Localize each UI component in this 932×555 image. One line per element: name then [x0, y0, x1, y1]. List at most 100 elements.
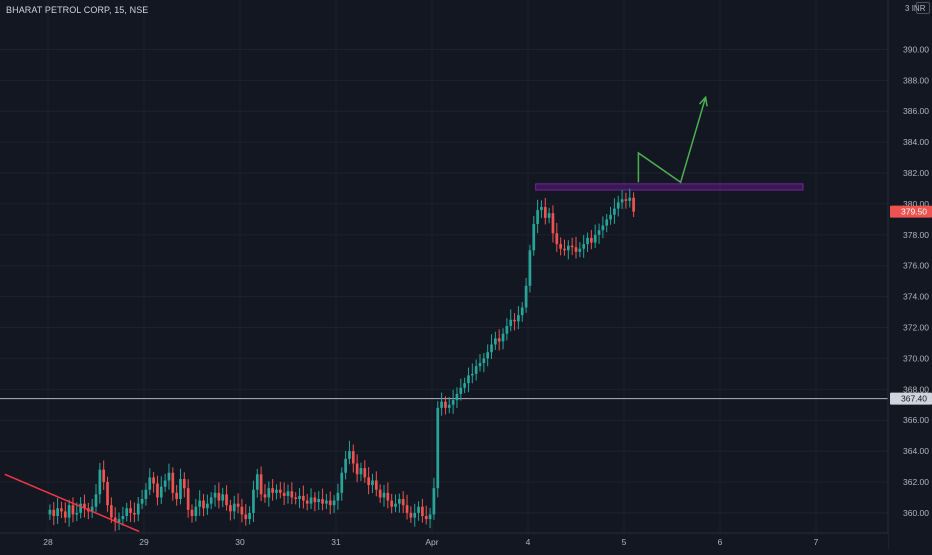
support-price-text: 367.40: [901, 394, 927, 404]
candle: [374, 471, 378, 497]
candle-body: [490, 344, 493, 353]
candle: [244, 504, 248, 526]
candle-body: [355, 463, 359, 475]
time-axis[interactable]: 28 29 30 31 Apr 4 5 6 7: [0, 532, 888, 550]
candle: [140, 489, 144, 510]
candle-body: [543, 207, 547, 218]
candle: [325, 493, 328, 510]
candle: [182, 472, 186, 498]
candle: [217, 482, 221, 509]
price-tick-label: 384.00: [903, 137, 929, 147]
candle: [56, 497, 59, 524]
candle-body: [267, 488, 271, 498]
candle-body: [616, 202, 620, 209]
candle-body: [179, 478, 182, 500]
candle: [179, 468, 182, 505]
resistance-zone[interactable]: [535, 183, 804, 191]
candle-body: [271, 488, 274, 493]
candle-body: [566, 245, 570, 251]
candle-body: [467, 375, 470, 384]
candle: [451, 389, 455, 414]
candle: [509, 309, 513, 332]
trendline[interactable]: [4, 473, 140, 533]
candle: [605, 213, 609, 233]
candle: [371, 473, 374, 493]
price-tick-label: 364.00: [903, 446, 929, 456]
candle-body: [129, 508, 132, 513]
candle-body: [586, 237, 589, 245]
candle: [332, 495, 336, 514]
candle: [467, 367, 470, 393]
candle-body: [536, 210, 539, 225]
candle: [620, 190, 624, 210]
price-tick-label: 390.00: [903, 44, 929, 54]
candle: [198, 490, 202, 516]
candle-body: [317, 499, 321, 503]
candle-body: [513, 319, 516, 322]
candle: [390, 493, 394, 514]
time-axis-bg: [0, 533, 888, 550]
candle-body: [597, 230, 601, 235]
candle-body: [405, 505, 409, 513]
candle-body: [620, 199, 624, 203]
candle: [386, 482, 390, 509]
candle-body: [382, 492, 386, 498]
candle: [505, 318, 509, 341]
candle: [440, 392, 443, 416]
candle-body: [71, 505, 75, 515]
candle: [144, 483, 148, 506]
candle-body: [240, 506, 244, 515]
candle: [148, 468, 152, 496]
candle: [501, 328, 505, 350]
candle-body: [75, 512, 79, 515]
candle: [513, 313, 516, 331]
candle: [601, 216, 605, 239]
candle: [71, 497, 75, 523]
candle: [225, 485, 228, 511]
candle: [582, 234, 586, 258]
candle: [570, 237, 574, 256]
candle-body: [186, 488, 190, 510]
candle-body: [559, 244, 562, 249]
candle: [167, 463, 171, 490]
candle: [447, 396, 451, 414]
candle: [344, 450, 347, 480]
candle-body: [401, 499, 405, 506]
candle: [524, 277, 528, 313]
candle-body: [198, 500, 202, 507]
candle: [478, 353, 482, 372]
candle: [79, 497, 82, 519]
candle-body: [167, 472, 171, 481]
candle-body: [436, 407, 440, 489]
price-axis[interactable]: 360.00 362.00 364.00 366.00 368.00 370.00 372.…: [887, 0, 932, 550]
price-tick-label: 382.00: [903, 168, 929, 178]
projection-arrow[interactable]: [637, 97, 707, 184]
candle: [305, 493, 309, 511]
time-tick-label: 7: [814, 537, 819, 547]
candle-body: [486, 352, 490, 359]
candle: [106, 476, 109, 512]
candle-body: [290, 491, 294, 498]
candle: [275, 484, 278, 500]
candle: [194, 498, 198, 522]
candle-body: [244, 514, 248, 520]
candle: [363, 460, 367, 483]
candle: [236, 493, 240, 514]
candle-body: [632, 197, 635, 212]
symbol-title[interactable]: BHARAT PETROL CORP, 15, NSE: [6, 5, 149, 15]
drawings-front[interactable]: [4, 95, 708, 533]
currency-badge-frame[interactable]: [916, 2, 930, 14]
candle: [336, 483, 340, 510]
candle: [398, 493, 401, 513]
last-price-badge[interactable]: [890, 205, 932, 218]
time-tick-label: 4: [526, 537, 531, 547]
candle: [136, 497, 140, 522]
candle-body: [48, 509, 52, 515]
candle: [156, 475, 159, 506]
candle-body: [363, 468, 367, 478]
support-price-badge[interactable]: [890, 392, 932, 405]
candle-body: [613, 208, 616, 215]
candle: [110, 497, 113, 523]
